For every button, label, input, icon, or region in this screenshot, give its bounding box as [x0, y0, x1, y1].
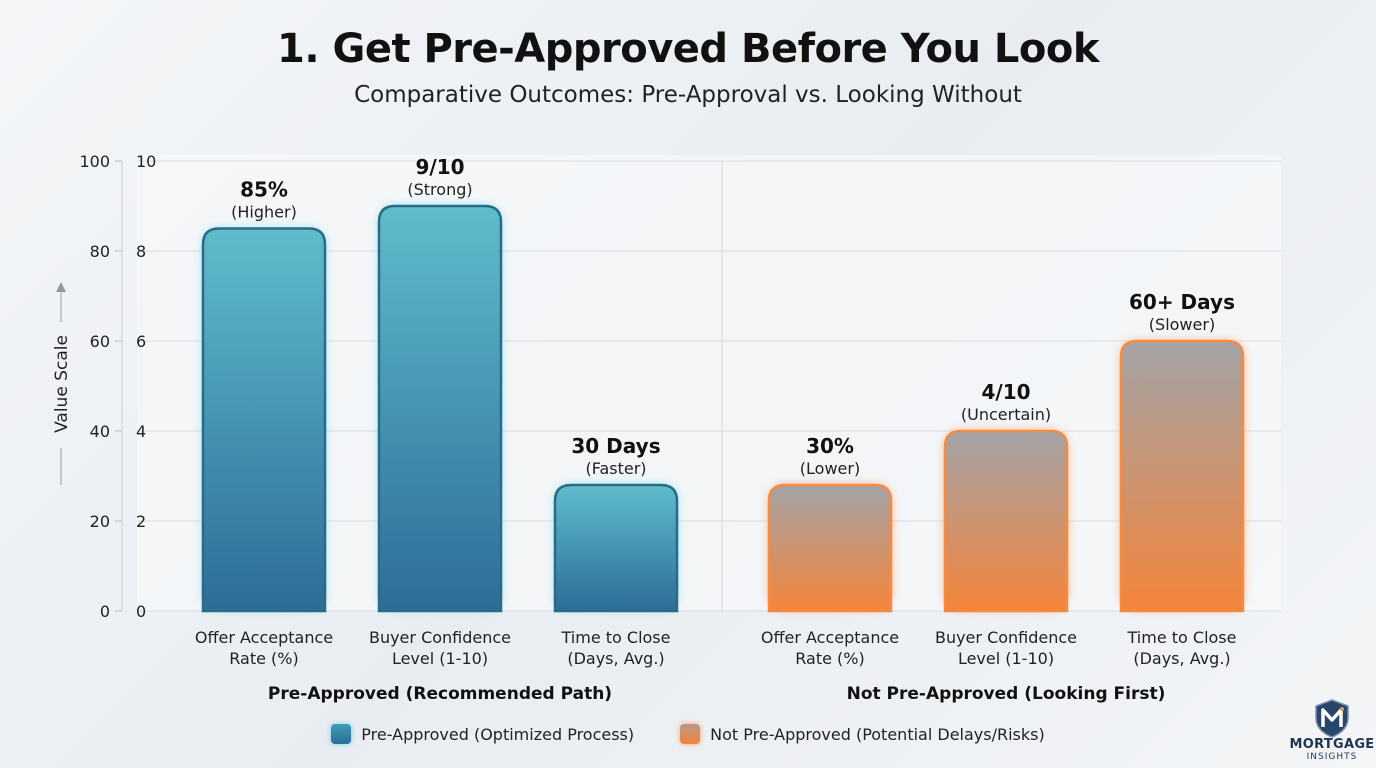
- bar-sublabel: (Uncertain): [961, 405, 1051, 424]
- bar-value-label: 9/10: [415, 155, 464, 179]
- x-tick-label: Rate (%): [229, 649, 298, 668]
- legend: Pre-Approved (Optimized Process) Not Pre…: [0, 724, 1376, 744]
- x-tick-label: Time to Close: [1127, 628, 1237, 647]
- y-tick-label: 80: [90, 242, 110, 261]
- x-tick-label: (Days, Avg.): [567, 649, 664, 668]
- bar-sublabel: (Slower): [1149, 315, 1215, 334]
- plot-area: [137, 155, 1281, 611]
- bar-sublabel: (Higher): [231, 203, 297, 222]
- y-tick-label: 40: [90, 422, 110, 441]
- bar-value-label: 30 Days: [571, 434, 660, 458]
- bar-value-label: 85%: [240, 178, 288, 202]
- y2-tick-label: 2: [136, 512, 146, 531]
- x-tick-label: Buyer Confidence: [935, 628, 1077, 647]
- y2-tick-label: 8: [136, 242, 146, 261]
- x-tick-label: Offer Acceptance: [195, 628, 333, 647]
- legend-label: Not Pre-Approved (Potential Delays/Risks…: [710, 724, 1045, 744]
- y2-tick-label: 6: [136, 332, 146, 351]
- bar: [377, 204, 503, 613]
- y-tick-label: 60: [90, 332, 110, 351]
- bar-value-label: 4/10: [981, 380, 1030, 404]
- legend-label: Pre-Approved (Optimized Process): [361, 724, 635, 744]
- chart-title: 1. Get Pre-Approved Before You Look: [277, 26, 1099, 72]
- x-tick-label: (Days, Avg.): [1133, 649, 1230, 668]
- bar-sublabel: (Strong): [407, 180, 472, 199]
- bar: [943, 429, 1069, 613]
- legend-swatch-orange: [680, 724, 701, 744]
- legend-item-pre-approved: Pre-Approved (Optimized Process): [331, 724, 634, 744]
- x-tick-label: Offer Acceptance: [761, 628, 899, 647]
- legend-item-not-pre-approved: Not Pre-Approved (Potential Delays/Risks…: [680, 724, 1045, 744]
- bar: [201, 227, 327, 613]
- bar: [1119, 339, 1245, 613]
- bar-value-label: 30%: [806, 434, 854, 458]
- logo-subtext: INSIGHTS: [1306, 752, 1358, 762]
- y2-tick-label: 4: [136, 422, 146, 441]
- axis-arrow-icon: [56, 282, 66, 292]
- bar-sublabel: (Faster): [585, 459, 646, 478]
- mortgage-insights-logo: MORTGAGE INSIGHTS: [1288, 698, 1376, 762]
- x-tick-label: Level (1-10): [392, 649, 488, 668]
- group-label: Pre-Approved (Recommended Path): [268, 684, 612, 704]
- shield-logo-icon: [1315, 699, 1349, 738]
- legend-swatch-blue: [331, 724, 352, 744]
- bar-sublabel: (Lower): [800, 459, 860, 478]
- x-tick-label: Buyer Confidence: [369, 628, 511, 647]
- y2-tick-label: 0: [136, 602, 146, 621]
- y2-tick-label: 10: [136, 152, 156, 171]
- y-axis-label: Value Scale: [52, 335, 72, 433]
- x-tick-label: Rate (%): [795, 649, 864, 668]
- y-tick-label: 100: [79, 152, 110, 171]
- y-tick-label: 20: [90, 512, 110, 531]
- group-label: Not Pre-Approved (Looking First): [847, 684, 1166, 704]
- bar: [767, 483, 893, 613]
- logo-text: MORTGAGE: [1289, 737, 1375, 752]
- x-tick-label: Time to Close: [561, 628, 671, 647]
- bar: [553, 483, 679, 613]
- y-tick-label: 0: [100, 602, 110, 621]
- bar-value-label: 60+ Days: [1129, 290, 1235, 314]
- x-tick-label: Level (1-10): [958, 649, 1054, 668]
- chart-subtitle: Comparative Outcomes: Pre-Approval vs. L…: [354, 82, 1022, 108]
